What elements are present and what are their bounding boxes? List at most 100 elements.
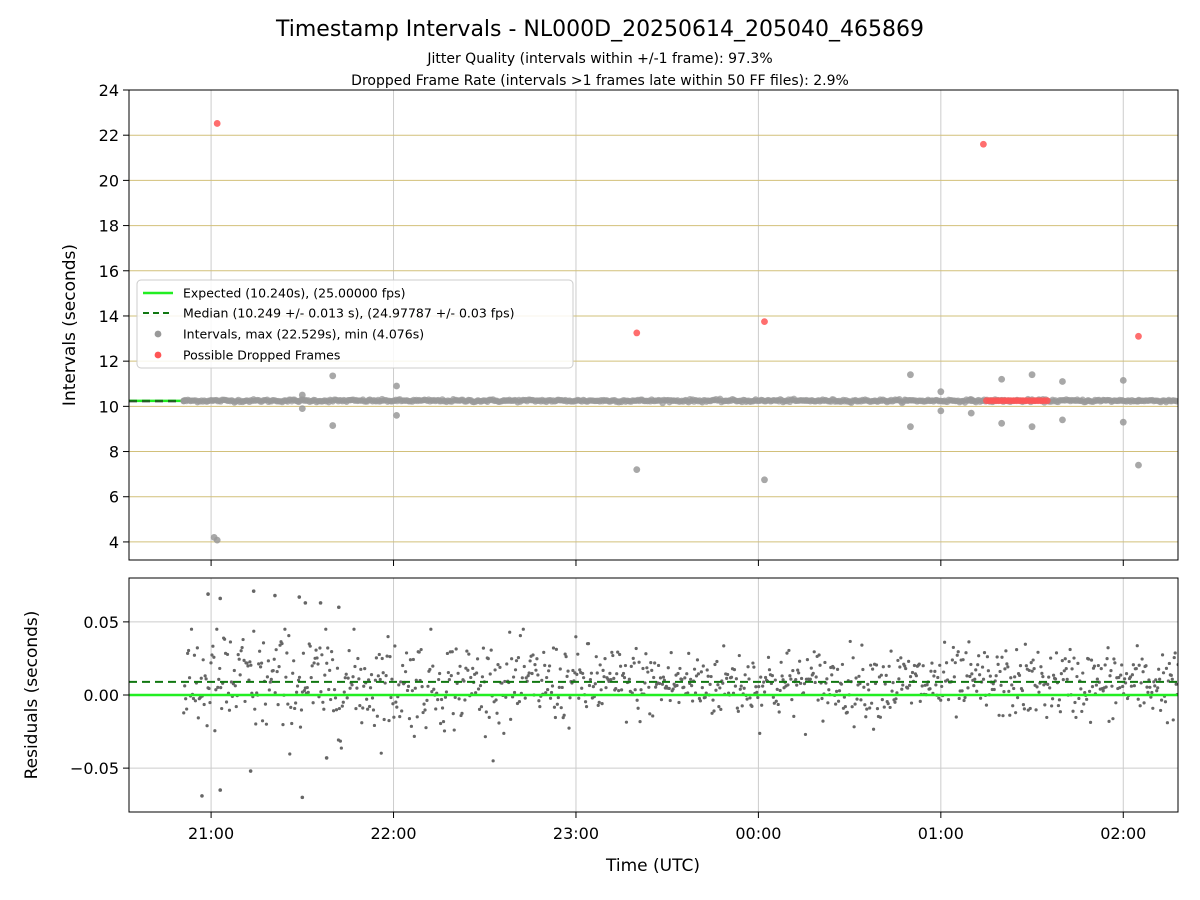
- residual-point: [951, 645, 955, 650]
- residual-point: [1110, 684, 1114, 688]
- residual-point: [812, 650, 816, 654]
- residual-point: [338, 739, 342, 743]
- residual-point: [848, 639, 852, 644]
- residual-point: [564, 655, 568, 659]
- residual-point: [774, 699, 778, 703]
- residual-point: [331, 709, 336, 713]
- residual-point: [316, 662, 320, 666]
- residual-point: [711, 698, 715, 702]
- residual-point: [560, 685, 564, 690]
- residual-point: [370, 696, 375, 700]
- residual-point: [692, 667, 697, 671]
- residual-point: [748, 696, 752, 700]
- residual-point: [696, 672, 701, 676]
- residual-point: [375, 714, 379, 718]
- residual-point: [1081, 671, 1085, 675]
- residual-point: [1010, 683, 1014, 687]
- residual-point: [850, 705, 854, 709]
- residual-point: [305, 685, 309, 690]
- residual-point: [756, 695, 760, 700]
- residual-point: [908, 675, 913, 679]
- residual-point: [238, 673, 242, 677]
- residual-point: [381, 671, 385, 675]
- residual-point: [562, 713, 566, 717]
- residual-point: [961, 658, 965, 662]
- residual-point: [1154, 678, 1158, 682]
- residual-point: [424, 726, 428, 730]
- residual-point: [438, 721, 443, 726]
- residual-point: [771, 695, 775, 699]
- residual-point: [1040, 671, 1044, 675]
- residual-point: [594, 655, 598, 659]
- residual-point: [234, 704, 238, 709]
- residual-point: [401, 663, 405, 668]
- residual-point: [974, 668, 978, 672]
- residual-point: [306, 690, 310, 694]
- residual-point: [272, 657, 276, 661]
- residual-point: [1045, 715, 1049, 720]
- residual-point: [940, 684, 944, 689]
- residual-point: [936, 675, 940, 680]
- residual-point: [1191, 704, 1194, 707]
- residual-point: [553, 715, 558, 720]
- residual-point: [649, 661, 653, 665]
- residual-point: [1152, 680, 1156, 684]
- residual-point: [925, 683, 929, 687]
- residual-point: [400, 709, 404, 713]
- residual-point: [773, 678, 777, 682]
- residual-point: [835, 667, 840, 671]
- residual-point: [903, 664, 907, 668]
- residual-point: [403, 670, 408, 674]
- residual-point: [471, 666, 475, 671]
- residual-point: [683, 676, 687, 680]
- residual-point: [467, 652, 471, 656]
- residual-point: [319, 690, 323, 694]
- residual-point: [528, 659, 532, 663]
- residual-point: [1077, 696, 1081, 701]
- residual-point: [575, 672, 579, 676]
- residual-point: [879, 673, 883, 677]
- residual-point: [750, 704, 754, 709]
- residual-point: [945, 678, 950, 682]
- residual-point: [860, 643, 864, 647]
- residuals-x-ticks: 21:00 22:00 23:00 00:00 01:00 02:00: [188, 812, 1146, 843]
- residual-point: [787, 648, 791, 653]
- residual-point: [600, 702, 604, 706]
- residual-point: [210, 653, 214, 657]
- residual-point: [504, 695, 508, 699]
- residual-point: [708, 682, 712, 686]
- residual-point: [586, 641, 591, 646]
- residual-point: [1158, 677, 1162, 681]
- residual-point: [225, 652, 230, 657]
- residual-point: [933, 669, 937, 673]
- residual-point: [233, 684, 237, 688]
- residual-point: [641, 666, 645, 671]
- residual-point: [1135, 644, 1139, 648]
- intervals-y-tick-label: 14: [99, 307, 119, 326]
- residuals-y-axis-label: Residuals (seconds): [22, 611, 42, 780]
- residual-point: [678, 666, 682, 671]
- residual-point: [1015, 647, 1019, 652]
- residual-point: [213, 729, 217, 733]
- residual-point: [290, 721, 294, 726]
- residual-point: [891, 681, 895, 685]
- residual-point: [953, 661, 957, 665]
- residual-point: [434, 707, 438, 711]
- residual-point: [910, 670, 915, 675]
- residual-point: [1095, 677, 1099, 681]
- residual-point: [440, 706, 445, 710]
- residual-point: [979, 696, 983, 700]
- residual-point: [218, 788, 223, 792]
- residual-point: [659, 698, 664, 702]
- interval-point: [998, 419, 1006, 427]
- residual-point: [703, 695, 707, 699]
- residual-point: [443, 695, 448, 699]
- intervals-y-tick-label: 6: [109, 488, 119, 507]
- residual-point: [1058, 710, 1062, 714]
- residual-point: [646, 670, 650, 674]
- x-tick-label: 23:00: [553, 824, 599, 843]
- residual-point: [378, 677, 382, 682]
- residual-point: [1089, 658, 1094, 662]
- residual-point: [601, 668, 605, 673]
- residual-point: [469, 675, 473, 680]
